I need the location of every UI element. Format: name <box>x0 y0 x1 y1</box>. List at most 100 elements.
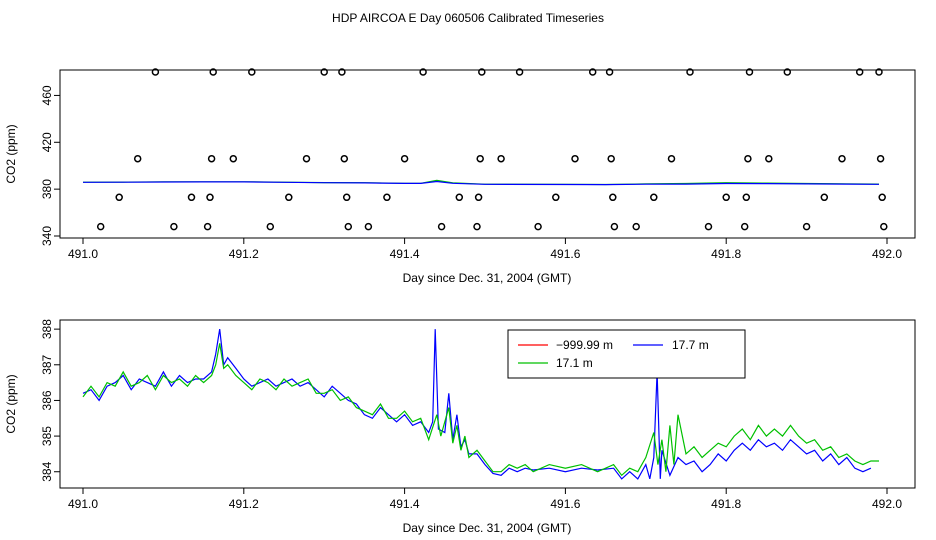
data-point <box>206 193 214 202</box>
data-point <box>476 154 484 163</box>
data-point <box>474 193 483 202</box>
x-tick-label: 492.0 <box>872 247 902 261</box>
data-point <box>497 154 505 163</box>
data-point <box>207 154 216 163</box>
data-point <box>571 154 579 163</box>
data-point <box>704 222 713 231</box>
data-point <box>437 222 446 231</box>
data-point <box>187 193 196 202</box>
data-point <box>419 68 427 76</box>
data-point <box>765 154 773 163</box>
data-point <box>302 154 311 163</box>
data-point <box>875 68 883 76</box>
data-point <box>686 68 694 76</box>
data-point <box>632 222 640 231</box>
data-point <box>344 222 353 231</box>
legend: −999.99 m 17.7 m 17.1 m <box>507 329 746 379</box>
data-point <box>383 193 391 202</box>
data-point <box>802 222 811 231</box>
x-tick-label: 491.0 <box>68 247 98 261</box>
data-point <box>609 193 617 202</box>
bottom-y-ticks: 384 385 386 387 388 <box>40 319 60 482</box>
y-tick-label: 388 <box>40 319 54 339</box>
data-point <box>478 68 486 76</box>
legend-label-series-1: −999.99 m <box>556 338 613 352</box>
y-tick-label: 460 <box>40 85 54 105</box>
y-tick-label: 380 <box>40 179 54 199</box>
y-tick-label: 385 <box>40 426 54 446</box>
series-line-2 <box>82 180 880 186</box>
data-point <box>151 68 160 76</box>
data-point <box>783 68 792 76</box>
data-point <box>342 193 351 202</box>
data-point <box>320 68 328 76</box>
x-tick-label: 491.8 <box>711 497 741 511</box>
data-point <box>588 68 597 76</box>
bottom-x-ticks: 491.0 491.2 491.4 491.6 491.8 492.0 <box>68 488 902 511</box>
data-point <box>820 193 829 202</box>
x-tick-label: 491.6 <box>550 497 580 511</box>
data-point <box>515 68 524 76</box>
x-tick-label: 491.0 <box>68 497 98 511</box>
data-point <box>340 154 349 163</box>
data-point <box>744 154 752 163</box>
top-y-axis-label: CO2 (ppm) <box>4 124 18 183</box>
legend-label-series-3: 17.1 m <box>556 356 593 370</box>
data-point <box>745 68 754 76</box>
top-scatter-points <box>96 68 888 231</box>
data-point <box>880 222 888 231</box>
data-point <box>534 222 542 231</box>
data-point <box>742 193 751 202</box>
data-point <box>455 193 464 202</box>
data-point <box>209 68 217 76</box>
y-tick-label: 384 <box>40 461 54 481</box>
series-line-2 <box>82 329 872 480</box>
x-tick-label: 491.2 <box>229 247 259 261</box>
data-point <box>96 222 105 231</box>
top-series-lines <box>82 179 880 186</box>
y-tick-label: 340 <box>40 226 54 246</box>
data-point <box>607 154 615 163</box>
chart-title: HDP AIRCOA E Day 060506 Calibrated Times… <box>332 11 604 25</box>
data-point <box>229 154 238 163</box>
data-point <box>552 193 560 202</box>
data-point <box>667 154 676 163</box>
data-point <box>876 154 885 163</box>
y-tick-label: 387 <box>40 354 54 374</box>
data-point <box>838 154 846 163</box>
bottom-plot-frame <box>59 319 916 489</box>
bottom-panel: 491.0 491.2 491.4 491.6 491.8 492.0 384 385 386… <box>4 319 916 535</box>
data-point <box>605 68 614 76</box>
bottom-series-lines <box>82 329 879 480</box>
bottom-x-axis-label: Day since Dec. 31, 2004 (GMT) <box>403 521 572 535</box>
data-point <box>266 222 275 231</box>
data-point <box>203 222 212 231</box>
data-point <box>170 222 178 231</box>
data-point <box>855 68 864 76</box>
data-point <box>133 154 142 163</box>
data-point <box>740 222 749 231</box>
data-point <box>400 154 409 163</box>
bottom-y-axis-label: CO2 (ppm) <box>4 374 18 433</box>
top-panel: 491.0 491.2 491.4 491.6 491.8 492.0 340 380 420… <box>4 68 916 285</box>
legend-label-series-2: 17.7 m <box>672 338 709 352</box>
data-point <box>115 193 123 202</box>
x-tick-label: 491.2 <box>229 497 259 511</box>
legend-box <box>507 329 746 379</box>
top-x-axis-label: Day since Dec. 31, 2004 (GMT) <box>403 271 572 285</box>
x-tick-label: 492.0 <box>872 497 902 511</box>
data-point <box>610 222 619 231</box>
top-x-ticks: 491.0 491.2 491.4 491.6 491.8 492.0 <box>68 238 902 261</box>
data-point <box>285 193 293 202</box>
series-line-3 <box>82 343 879 477</box>
data-point <box>338 68 346 76</box>
x-tick-label: 491.8 <box>711 247 741 261</box>
data-point <box>722 193 730 202</box>
data-point <box>473 222 481 231</box>
data-point <box>248 68 256 76</box>
top-plot-frame <box>59 69 916 239</box>
top-y-ticks: 340 380 420 460 <box>40 85 60 246</box>
x-tick-label: 491.4 <box>390 247 420 261</box>
y-tick-label: 386 <box>40 390 54 410</box>
